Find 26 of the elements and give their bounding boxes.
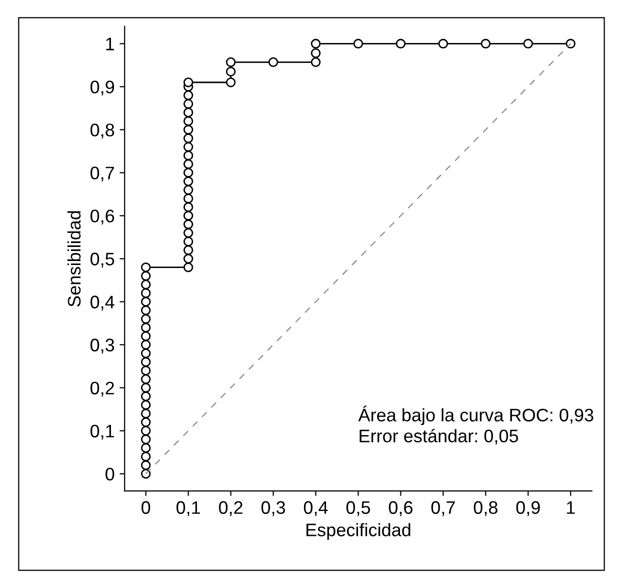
x-tick-label: 0 bbox=[142, 501, 150, 514]
y-tick-label: 0,3 bbox=[90, 338, 114, 354]
y-tick-label: 0,2 bbox=[90, 382, 114, 397]
x-tick-label: 0,9 bbox=[516, 501, 540, 516]
annotation: Error estándar: 0,05 bbox=[360, 428, 518, 445]
y-tick-label: 0 bbox=[106, 468, 114, 480]
y-tick-label: 0,9 bbox=[90, 80, 114, 96]
x-tick-label: 0,1 bbox=[176, 501, 200, 516]
x-tick-label: 0,3 bbox=[261, 501, 286, 516]
y-tick-label: 0,1 bbox=[90, 424, 114, 440]
y-tick-label: 0,8 bbox=[90, 124, 114, 139]
x-axis-title: Especificidad bbox=[306, 523, 410, 540]
y-tick-label: 0,7 bbox=[90, 166, 114, 182]
x-tick-label: 1 bbox=[566, 501, 575, 514]
y-tick-label: 0,6 bbox=[90, 210, 114, 225]
y-tick-label: 0,5 bbox=[90, 252, 114, 268]
x-tick-label: 0,4 bbox=[304, 501, 328, 516]
x-tick-label: 0,8 bbox=[474, 501, 498, 516]
x-tick-label: 0,7 bbox=[431, 501, 455, 516]
x-tick-label: 0,5 bbox=[346, 501, 370, 516]
annotation: Área bajo la curva ROC: 0,93 bbox=[358, 406, 594, 426]
y-axis-title: Sensibilidad bbox=[67, 211, 81, 307]
y-tick-label: 0,4 bbox=[90, 296, 114, 311]
y-tick-label: 1 bbox=[106, 38, 114, 50]
x-tick-label: 0,2 bbox=[218, 501, 242, 516]
x-tick-label: 0,6 bbox=[388, 501, 412, 516]
